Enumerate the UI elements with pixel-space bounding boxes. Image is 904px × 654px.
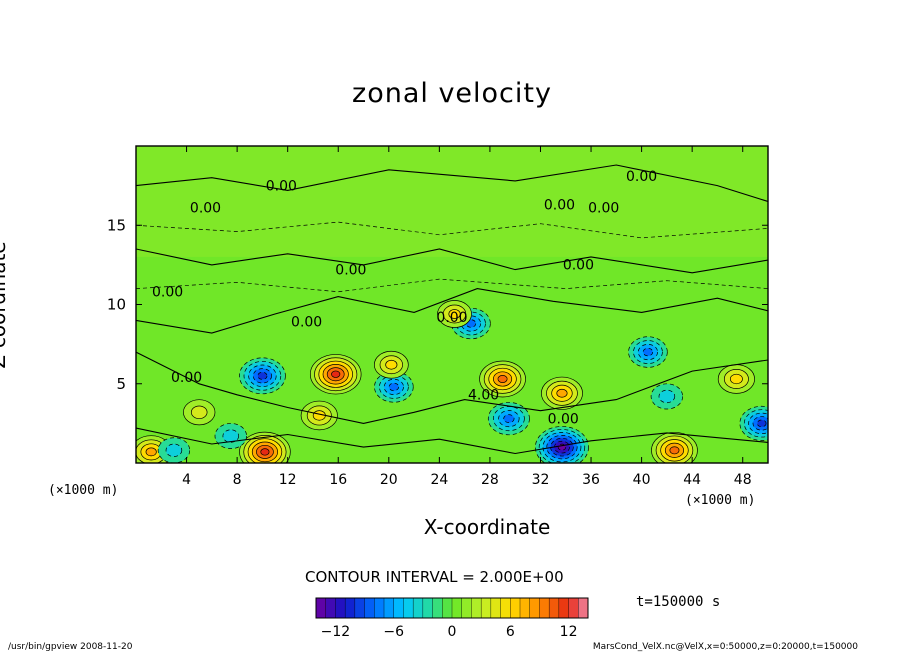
contour-label: 0.00 <box>266 178 297 194</box>
field-feature-15-level-2 <box>729 373 743 385</box>
field-feature-3-level-3 <box>388 382 400 392</box>
colorbar-segment <box>393 597 404 619</box>
chart-title: zonal velocity <box>352 78 552 109</box>
colorbar-segment <box>471 597 482 619</box>
colorbar-tick-label: −12 <box>321 624 351 640</box>
colorbar-segment <box>519 597 531 619</box>
colorbar-tick-label: 12 <box>560 624 578 640</box>
contour-label: 4.00 <box>468 388 499 404</box>
y-tick-label: 5 <box>116 375 126 393</box>
contour-label: 0.00 <box>335 262 366 278</box>
field-feature-12-level-1 <box>658 389 676 404</box>
colorbar-tick-label: 0 <box>448 624 457 640</box>
x-tick-label: 8 <box>233 472 242 488</box>
colorbar-tick-label: −6 <box>383 624 404 640</box>
footer-right: MarsCond_VelX.nc@VelX,x=0:50000,z=0:2000… <box>592 642 858 652</box>
time-label: t=150000 s <box>636 594 721 610</box>
x-tick-label: 36 <box>582 472 600 488</box>
colorbar-segment <box>578 597 589 619</box>
colorbar-segment <box>480 597 492 619</box>
colorbar-segment <box>510 597 521 619</box>
colorbar-segment <box>325 597 336 619</box>
field-feature-9-level-3 <box>556 388 568 398</box>
field-feature-17-level-3 <box>145 447 157 457</box>
x-tick-label: 16 <box>329 472 347 488</box>
colorbar-segment <box>383 597 395 619</box>
contour-label: 0.00 <box>544 197 575 213</box>
colorbar-segment <box>403 597 414 619</box>
field-feature-0-level-4 <box>257 371 268 380</box>
colorbar-segment <box>335 597 346 619</box>
contour-label: 0.00 <box>171 370 202 386</box>
contour-label: 0.00 <box>626 169 657 185</box>
contour-label: 0.00 <box>190 201 221 217</box>
colorbar-segment <box>364 597 375 619</box>
x-tick-label: 28 <box>481 472 499 488</box>
colorbar-segment <box>529 597 540 619</box>
x-tick-label: 12 <box>279 472 297 488</box>
field-feature-19-level-1 <box>222 429 240 443</box>
field-feature-7-level-4 <box>497 375 508 383</box>
colorbar-segment <box>558 597 570 619</box>
footer-left: /usr/bin/gpview 2008-11-20 <box>8 642 133 652</box>
contour-label: 0.00 <box>563 258 594 274</box>
colorbar-segment <box>500 597 511 619</box>
zero-contour-3 <box>136 351 768 424</box>
colorbar-segment <box>354 597 366 619</box>
x-tick-label: 44 <box>683 472 701 488</box>
field-feature-16-level-5 <box>260 448 270 456</box>
colorbar-segment <box>422 597 434 619</box>
field-feature-11-level-3 <box>642 347 654 357</box>
x-unit-left: (×1000 m) <box>48 483 119 498</box>
x-tick-label: 48 <box>734 472 752 488</box>
contour-interval-text: CONTOUR INTERVAL = 2.000E+00 <box>305 568 564 586</box>
colorbar-tick-label: 6 <box>506 624 515 640</box>
field-feature-1-level-5 <box>331 370 341 378</box>
colorbar-segment <box>490 597 502 619</box>
y-tick-label: 15 <box>107 216 126 234</box>
colorbar-segment <box>412 597 424 619</box>
field-feature-20-level-1 <box>165 443 183 457</box>
colorbar-segment <box>461 597 472 619</box>
field-feature-14-level-4 <box>756 419 767 428</box>
contour-label: 0.00 <box>588 201 619 217</box>
weak-contour-0 <box>136 221 768 239</box>
field-feature-8-level-3 <box>503 414 515 423</box>
colorbar-segment <box>548 597 560 619</box>
zero-contour-1 <box>136 248 768 274</box>
x-unit-right: (×1000 m) <box>685 493 756 508</box>
heatmap-field <box>136 146 768 463</box>
colorbar-frame <box>315 597 589 619</box>
zero-contour-4 <box>136 427 768 455</box>
colorbar-segment <box>315 597 327 619</box>
zero-contour-0 <box>136 164 768 203</box>
colorbar-segment <box>432 597 443 619</box>
x-tick-label: 24 <box>430 472 448 488</box>
zero-contour-2 <box>136 288 768 334</box>
colorbar-segment <box>539 597 550 619</box>
contour-label: 0.00 <box>152 285 183 301</box>
field-feature-18-level-1 <box>190 405 208 419</box>
field-feature-4-level-2 <box>385 359 398 370</box>
x-tick-label: 4 <box>182 472 191 488</box>
field-upper-band <box>136 146 768 257</box>
contour-label: 0.00 <box>436 310 467 326</box>
colorbar-segment <box>374 597 385 619</box>
x-tick-label: 40 <box>633 472 651 488</box>
field-feature-6-level-2 <box>448 309 461 319</box>
x-axis-label: X-coordinate <box>423 515 551 539</box>
field-feature-13-level-4 <box>669 446 680 455</box>
colorbar-segment <box>442 597 453 619</box>
colorbar-segment <box>568 597 579 619</box>
weak-contour-1 <box>136 278 768 293</box>
colorbar-segment <box>451 597 463 619</box>
contour-label: 0.00 <box>291 315 322 331</box>
colorbar-segment <box>344 597 356 619</box>
x-tick-label: 32 <box>532 472 550 488</box>
x-tick-label: 20 <box>380 472 398 488</box>
y-tick-label: 10 <box>107 296 126 314</box>
contour-label: 0.00 <box>548 411 579 427</box>
